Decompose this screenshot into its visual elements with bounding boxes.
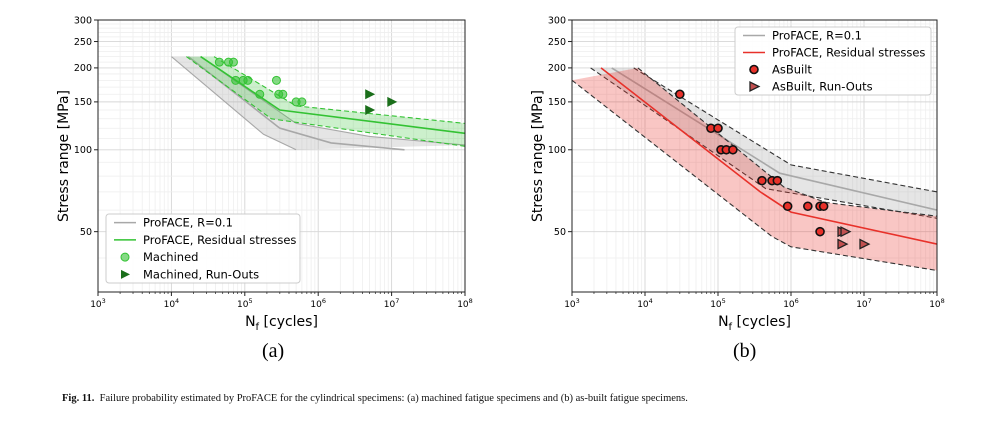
- data-point: [255, 89, 265, 99]
- x-tick-label: 106: [310, 297, 326, 310]
- figure: 103 104 105 106 107 108 50 100 150 200 250 300 Nf [c…: [56, 15, 945, 333]
- x-tick-label: 104: [637, 297, 653, 310]
- x-tick-label: 108: [929, 297, 945, 310]
- y-tick-label: 250: [74, 37, 92, 48]
- chart-panel-a: 103 104 105 106 107 108 50 100 150 200 250 300 Nf [c…: [56, 15, 473, 333]
- band-fill-1: [572, 67, 937, 271]
- data-point: [772, 175, 783, 186]
- data-point: [728, 144, 738, 155]
- legend-label: AsBuilt, Run-Outs: [772, 80, 873, 94]
- legend: ProFACE, R=0.1 ProFACE, Residual stresses…: [734, 26, 932, 96]
- band-upper-line-0: [633, 67, 937, 193]
- band-upper-line-1: [213, 56, 465, 124]
- data-point: [675, 89, 685, 100]
- y-tick-label: 50: [80, 227, 92, 238]
- data-point: [243, 75, 253, 85]
- legend-label: ProFACE, R=0.1: [772, 29, 862, 43]
- panel-label-b: (b): [733, 340, 757, 362]
- runout-point: [387, 96, 398, 107]
- x-axis-label: Nf [cycles]: [245, 314, 318, 333]
- band-median-line-0: [187, 55, 405, 151]
- axes-frame: [571, 19, 938, 293]
- panel-label-a: (a): [262, 340, 285, 362]
- data-point: [815, 226, 825, 237]
- legend-label: ProFACE, R=0.1: [143, 216, 233, 230]
- y-tick-label: 100: [74, 145, 92, 156]
- y-axis-label: Stress range [MPa]: [56, 90, 72, 222]
- x-tick-label: 106: [783, 297, 799, 310]
- axes-frame: [97, 19, 466, 293]
- x-tick-label: 103: [90, 297, 106, 310]
- x-tick-label: 107: [856, 297, 872, 310]
- x-axis-label: Nf [cycles]: [718, 314, 791, 333]
- legend-circle-handle: [120, 252, 130, 262]
- data-point: [782, 201, 793, 212]
- data-point: [231, 75, 241, 85]
- y-tick-label: 200: [74, 63, 92, 74]
- band-fill-0: [590, 67, 937, 219]
- caption-text: Failure probability estimated by ProFACE…: [99, 393, 688, 404]
- plot-content: [572, 67, 937, 272]
- band-median-line-0: [611, 67, 937, 211]
- y-tick-label: 150: [548, 97, 566, 108]
- y-tick-label: 150: [74, 97, 92, 108]
- legend-label: ProFACE, Residual stresses: [772, 46, 925, 60]
- data-point: [228, 57, 238, 67]
- caption-label: Fig. 11.: [62, 393, 95, 404]
- x-tick-label: 107: [384, 297, 400, 310]
- x-tick-label: 108: [457, 297, 473, 310]
- band-lower-line-0: [590, 67, 937, 219]
- y-tick-label: 250: [548, 37, 566, 48]
- data-point: [271, 75, 281, 85]
- runout-point: [365, 105, 376, 116]
- runout-point: [837, 238, 849, 250]
- legend-label: Machined: [143, 250, 198, 264]
- legend-label: Machined, Run-Outs: [143, 267, 259, 281]
- legend-circle-handle: [749, 64, 759, 75]
- y-tick-label: 50: [554, 227, 566, 238]
- legend-box: [734, 26, 932, 96]
- x-tick-label: 103: [564, 297, 580, 310]
- data-point: [297, 97, 307, 107]
- y-tick-label: 300: [548, 15, 566, 26]
- x-tick-label: 105: [710, 297, 726, 310]
- y-tick-label: 100: [548, 145, 566, 156]
- figure-caption: Fig. 11. Failure probability estimated b…: [62, 393, 962, 404]
- band-median-line-1: [200, 55, 465, 135]
- runout-point: [840, 226, 852, 238]
- legend-box: [105, 213, 301, 284]
- y-axis-label: Stress range [MPa]: [530, 90, 546, 222]
- data-point: [818, 201, 829, 212]
- band-lower-line-1: [186, 56, 465, 147]
- legend-label: ProFACE, Residual stresses: [143, 233, 296, 247]
- legend-triangle-handle: [121, 269, 130, 279]
- chart-panel-b: 103 104 105 106 107 108 50 100 150 200 250 300 Nf [c…: [530, 15, 945, 333]
- data-point: [278, 89, 288, 99]
- data-point: [214, 57, 224, 67]
- band-median-line-1: [600, 67, 937, 245]
- runout-point: [859, 238, 871, 250]
- runout-point: [365, 89, 376, 100]
- band-upper-line-1: [637, 67, 937, 217]
- legend-label: AsBuilt: [772, 63, 812, 77]
- x-tick-label: 105: [237, 297, 253, 310]
- data-point: [803, 201, 813, 212]
- x-tick-label: 104: [164, 297, 180, 310]
- data-point: [713, 123, 723, 134]
- band-upper-line-0: [200, 56, 465, 146]
- y-tick-label: 200: [548, 63, 566, 74]
- band-lower-line-1: [572, 79, 937, 272]
- legend: ProFACE, R=0.1 ProFACE, Residual stresses…: [105, 213, 301, 284]
- plot-content: [171, 55, 465, 151]
- data-point: [757, 175, 767, 186]
- legend-triangle-handle: [749, 80, 761, 93]
- y-tick-label: 300: [74, 15, 92, 26]
- band-lower-line-0: [171, 56, 297, 151]
